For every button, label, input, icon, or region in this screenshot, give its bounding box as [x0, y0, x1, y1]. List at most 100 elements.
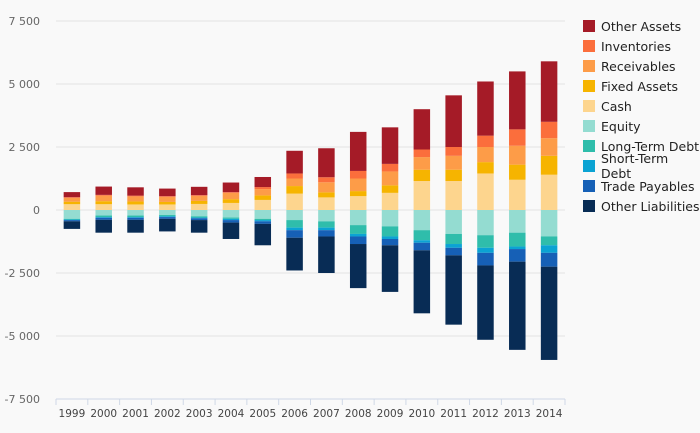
bar-segment: [286, 193, 303, 210]
bar-segment: [540, 245, 558, 253]
bar-segment: [63, 201, 81, 205]
legend-item[interactable]: Receivables: [583, 56, 700, 76]
bar-segment: [95, 195, 112, 202]
bar-segment: [95, 210, 112, 216]
bar-segment: [254, 220, 272, 222]
x-tick-label: 1999: [59, 408, 86, 420]
bar-segment: [509, 249, 526, 262]
bar-segment: [286, 237, 303, 271]
bar-segment: [95, 215, 112, 218]
legend-swatch: [583, 20, 595, 32]
bar-segment: [63, 204, 81, 210]
y-tick-label: 0: [33, 204, 40, 217]
y-tick-label: -5 000: [5, 330, 40, 343]
bar-segment: [254, 223, 272, 246]
legend-item[interactable]: Long-Term Debt: [583, 136, 700, 156]
bar-segment: [286, 186, 303, 194]
legend-swatch: [583, 100, 595, 112]
legend-item[interactable]: Other Assets: [583, 16, 700, 36]
bar-segment: [540, 174, 558, 210]
bar-segment: [381, 171, 399, 186]
bar-segment: [540, 252, 558, 267]
bar-segment: [349, 233, 367, 237]
legend-label: Other Liabilities: [601, 198, 700, 214]
legend-swatch: [583, 120, 595, 132]
legend-item[interactable]: Trade Payables: [583, 176, 700, 196]
bar-segment: [127, 219, 144, 233]
bar-segment: [318, 227, 335, 231]
bars: [63, 61, 558, 360]
bar-segment: [381, 163, 399, 172]
bar-segment: [127, 217, 144, 220]
bar-segment: [63, 220, 81, 222]
bar-segment: [445, 210, 462, 234]
y-tick-label: 7 500: [9, 15, 41, 28]
bar-segment: [477, 147, 494, 163]
bar-segment: [540, 266, 558, 360]
bar-segment: [477, 235, 494, 248]
x-axis: 1999 2000 2001 2002 2003 2004 2005 2006 2007 2008…: [55, 398, 566, 420]
bar-segment: [127, 210, 144, 216]
x-tick-label: 2011: [440, 408, 467, 420]
bar-segment: [413, 210, 431, 231]
bar-segment: [95, 219, 112, 233]
bar-segment: [95, 217, 112, 218]
legend-item[interactable]: Other Liabilities: [583, 196, 700, 216]
bar-segment: [318, 182, 335, 193]
bar-segment: [286, 230, 303, 238]
bar-segment: [477, 162, 494, 174]
bar-segment: [286, 173, 303, 179]
bar-segment: [413, 240, 431, 243]
bar-segment: [63, 218, 81, 220]
bar-segment: [445, 95, 462, 147]
bar-segment: [95, 194, 112, 196]
bar-segment: [159, 188, 176, 197]
bar-segment: [540, 236, 558, 246]
bar-segment: [477, 252, 494, 266]
bar-segment: [349, 178, 367, 192]
y-tick-label: 5 000: [9, 78, 41, 91]
bar-segment: [509, 179, 526, 210]
bar-segment: [509, 232, 526, 247]
bar-segment: [540, 61, 558, 122]
bar-segment: [63, 210, 81, 219]
legend-item[interactable]: Equity: [583, 116, 700, 136]
x-tick-label: 2001: [122, 408, 149, 420]
bar-segment: [413, 169, 431, 182]
bar-segment: [381, 127, 399, 164]
legend-item[interactable]: Cash: [583, 96, 700, 116]
bar-segment: [190, 218, 208, 221]
bar-segment: [222, 199, 240, 203]
bar-segment: [413, 149, 431, 158]
bar-segment: [127, 201, 144, 205]
bar-segment: [63, 221, 81, 229]
bar-segment: [159, 210, 176, 216]
bar-segment: [381, 192, 399, 210]
bar-segment: [286, 178, 303, 187]
bar-segment: [349, 244, 367, 289]
bar-segment: [318, 197, 335, 210]
legend-item[interactable]: Fixed Assets: [583, 76, 700, 96]
legend-item[interactable]: Short-Term Debt: [583, 151, 700, 181]
bar-segment: [318, 148, 335, 178]
bar-segment: [190, 200, 208, 204]
bar-segment: [540, 155, 558, 175]
bar-segment: [190, 195, 208, 201]
bar-segment: [95, 186, 112, 195]
bar-segment: [445, 247, 462, 256]
legend-label: Short-Term Debt: [601, 151, 669, 181]
bar-segment: [477, 210, 494, 236]
bar-segment: [222, 218, 240, 221]
legend-swatch: [583, 60, 595, 72]
legend-item[interactable]: Inventories: [583, 36, 700, 56]
x-tick-label: 2003: [186, 408, 213, 420]
bar-segment: [509, 246, 526, 250]
bar-segment: [286, 220, 303, 228]
bar-segment: [222, 192, 240, 200]
bar-segment: [349, 236, 367, 245]
x-tick-label: 2000: [90, 408, 117, 420]
bar-segment: [318, 192, 335, 198]
bar-segment: [349, 210, 367, 226]
bar-segment: [159, 204, 176, 210]
